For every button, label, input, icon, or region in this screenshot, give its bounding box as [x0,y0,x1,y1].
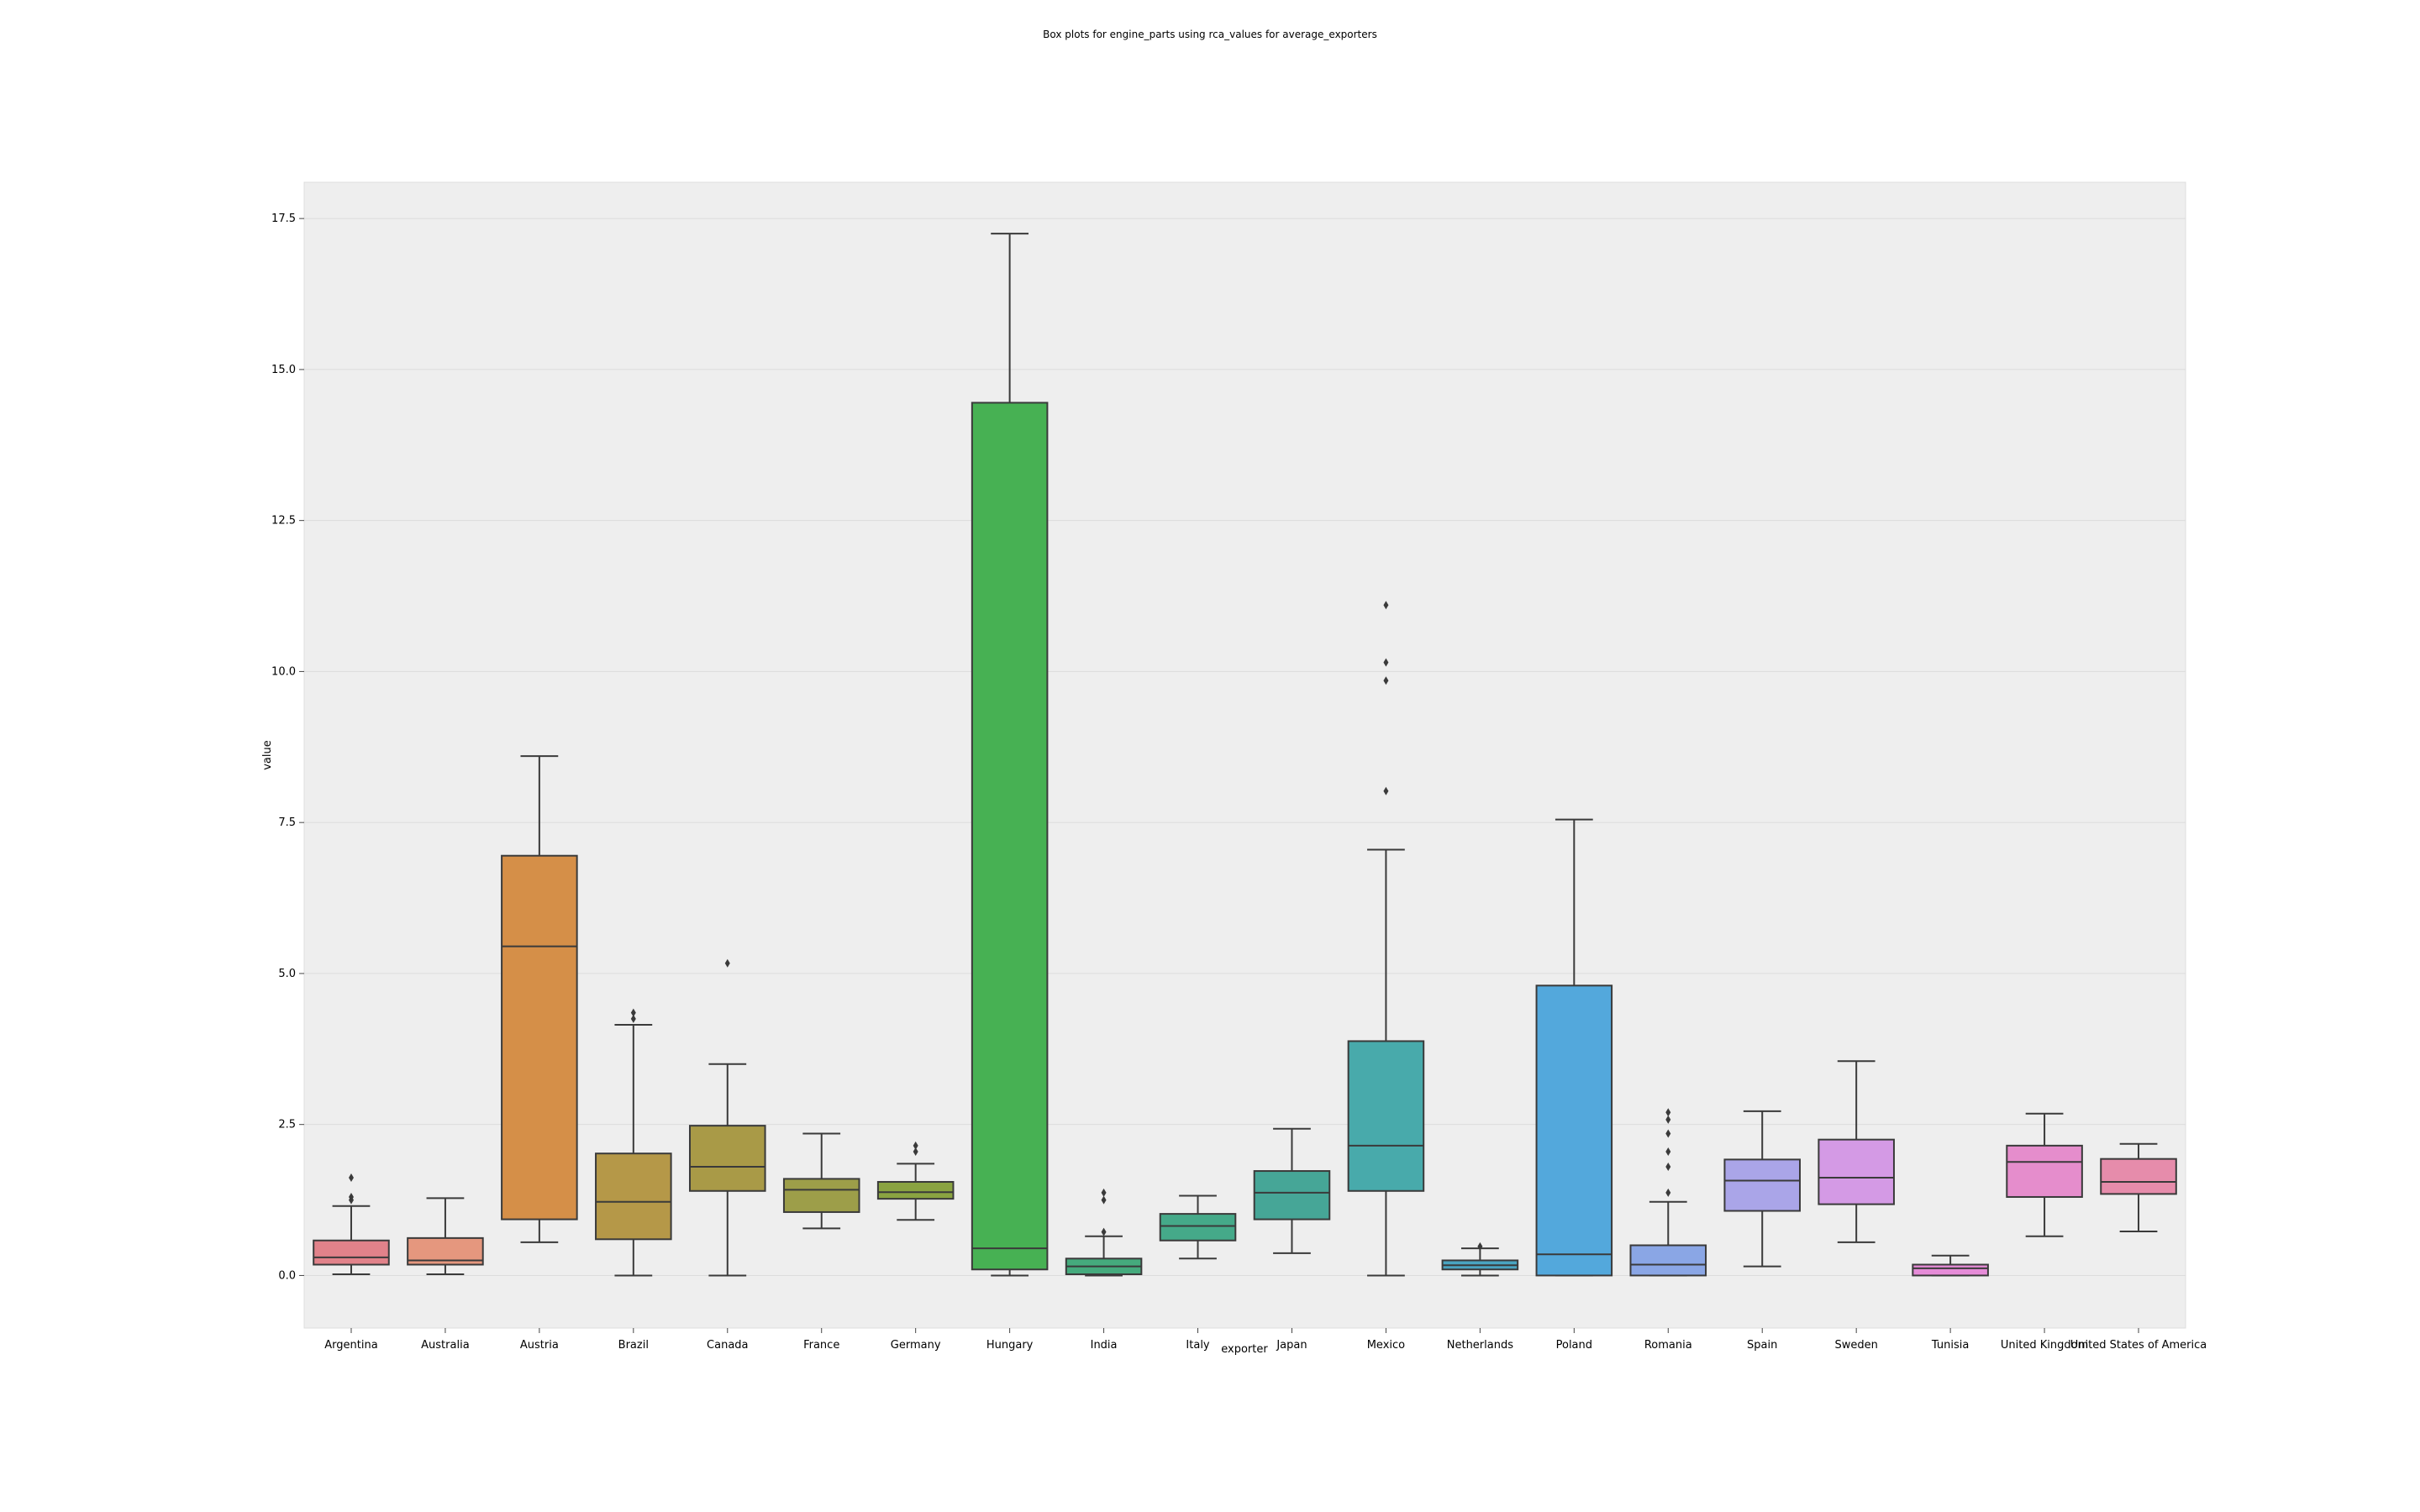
outlier-point [1665,1129,1671,1138]
box-hungary [971,233,1049,1277]
iqr-box [971,402,1049,1271]
box-netherlands [1441,1242,1519,1277]
x-tick-label: United Kingdom [2001,1339,2088,1352]
box-canada [688,958,766,1277]
x-tick-label: Poland [1556,1339,1592,1352]
outlier-point [1665,1163,1671,1172]
box-united-states-of-america [2100,1142,2177,1232]
box-poland [1535,818,1613,1277]
chart-title: Box plots for engine_parts using rca_val… [1043,29,1377,40]
outlier-point [1477,1242,1483,1251]
y-axis-ticks: 0.0 2.5 5.0 7.5 10.0 12.5 15.0 17.5 [271,213,304,1282]
outlier-point [1383,786,1389,795]
outlier-point [1101,1195,1107,1205]
box-united-kingdom [2006,1112,2083,1237]
iqr-box [1535,984,1613,1277]
iqr-box [688,1125,766,1192]
x-tick-label: India [1091,1339,1118,1352]
x-tick-label: France [803,1339,839,1352]
box-brazil [595,1008,672,1277]
x-tick-label: Sweden [1834,1339,1877,1352]
x-tick-label: Argentina [324,1339,377,1352]
iqr-box [876,1180,955,1200]
iqr-box [782,1178,860,1213]
box-tunisia [1912,1254,1989,1277]
box-japan [1253,1127,1331,1254]
outlier-point [630,1014,636,1023]
outlier-point [1101,1188,1107,1197]
x-tick-label: Spain [1747,1339,1777,1352]
x-tick-label: Canada [707,1339,748,1352]
outlier-point [1665,1147,1671,1157]
outlier-point [1665,1188,1671,1197]
box-mexico [1347,601,1425,1277]
x-tick-label: Brazil [618,1339,649,1352]
box-sweden [1818,1060,1895,1243]
iqr-box [1347,1040,1425,1192]
box-romania [1629,1108,1707,1277]
box-germany [876,1141,955,1221]
grid-lines [304,218,2186,1276]
x-tick-label: Hungary [986,1339,1034,1352]
x-tick-label: Germany [891,1339,941,1352]
y-tick-label: 5.0 [278,968,296,980]
outlier-point [913,1141,918,1150]
y-tick-label: 10.0 [271,665,296,678]
box-series [313,233,2177,1277]
box-austria [501,755,578,1243]
y-tick-label: 12.5 [271,515,296,528]
outlier-point [724,958,730,968]
box-spain [1723,1110,1802,1268]
x-tick-label: Japan [1276,1339,1307,1352]
outlier-point [1101,1227,1107,1236]
iqr-box [1253,1170,1331,1221]
y-tick-label: 2.5 [278,1119,296,1131]
outlier-point [913,1147,918,1157]
plot-area [303,181,2186,1329]
iqr-box [1629,1244,1707,1277]
outlier-point [1665,1108,1671,1117]
x-tick-label: Italy [1186,1339,1210,1352]
iqr-box [2100,1158,2177,1195]
box-italy [1159,1194,1237,1260]
outlier-point [630,1008,636,1017]
iqr-box [595,1152,672,1241]
x-tick-label: Romania [1644,1339,1692,1352]
y-tick-label: 7.5 [278,816,296,829]
x-tick-label: Netherlands [1447,1339,1513,1352]
x-tick-label: Mexico [1367,1339,1405,1352]
y-axis-label: value [261,740,274,770]
x-tick-label: Tunisia [1931,1339,1969,1352]
outlier-point [1383,658,1389,667]
outlier-point [1383,676,1389,685]
box-france [782,1132,860,1230]
y-tick-label: 17.5 [271,213,296,225]
x-tick-label: United States of America [2070,1339,2207,1352]
iqr-box [501,854,578,1221]
x-axis-ticks: Argentina Australia Austria Brazil Canada Fra… [324,1328,2207,1352]
outlier-point [1383,601,1389,610]
x-axis-label: exporter [1221,1343,1268,1356]
y-tick-label: 0.0 [278,1269,296,1282]
iqr-box [1723,1158,1802,1212]
iqr-box [313,1239,390,1266]
iqr-box [1912,1263,1989,1277]
y-tick-label: 15.0 [271,364,296,376]
outlier-point [348,1192,354,1201]
iqr-box [2006,1144,2083,1198]
outlier-point [1665,1115,1671,1124]
outlier-point [348,1173,354,1182]
x-tick-label: Australia [421,1339,470,1352]
box-argentina [313,1173,390,1276]
box-india [1065,1188,1143,1277]
iqr-box [1818,1138,1895,1205]
iqr-box [1159,1213,1237,1242]
box-australia [407,1197,484,1276]
x-tick-label: Austria [520,1339,559,1352]
